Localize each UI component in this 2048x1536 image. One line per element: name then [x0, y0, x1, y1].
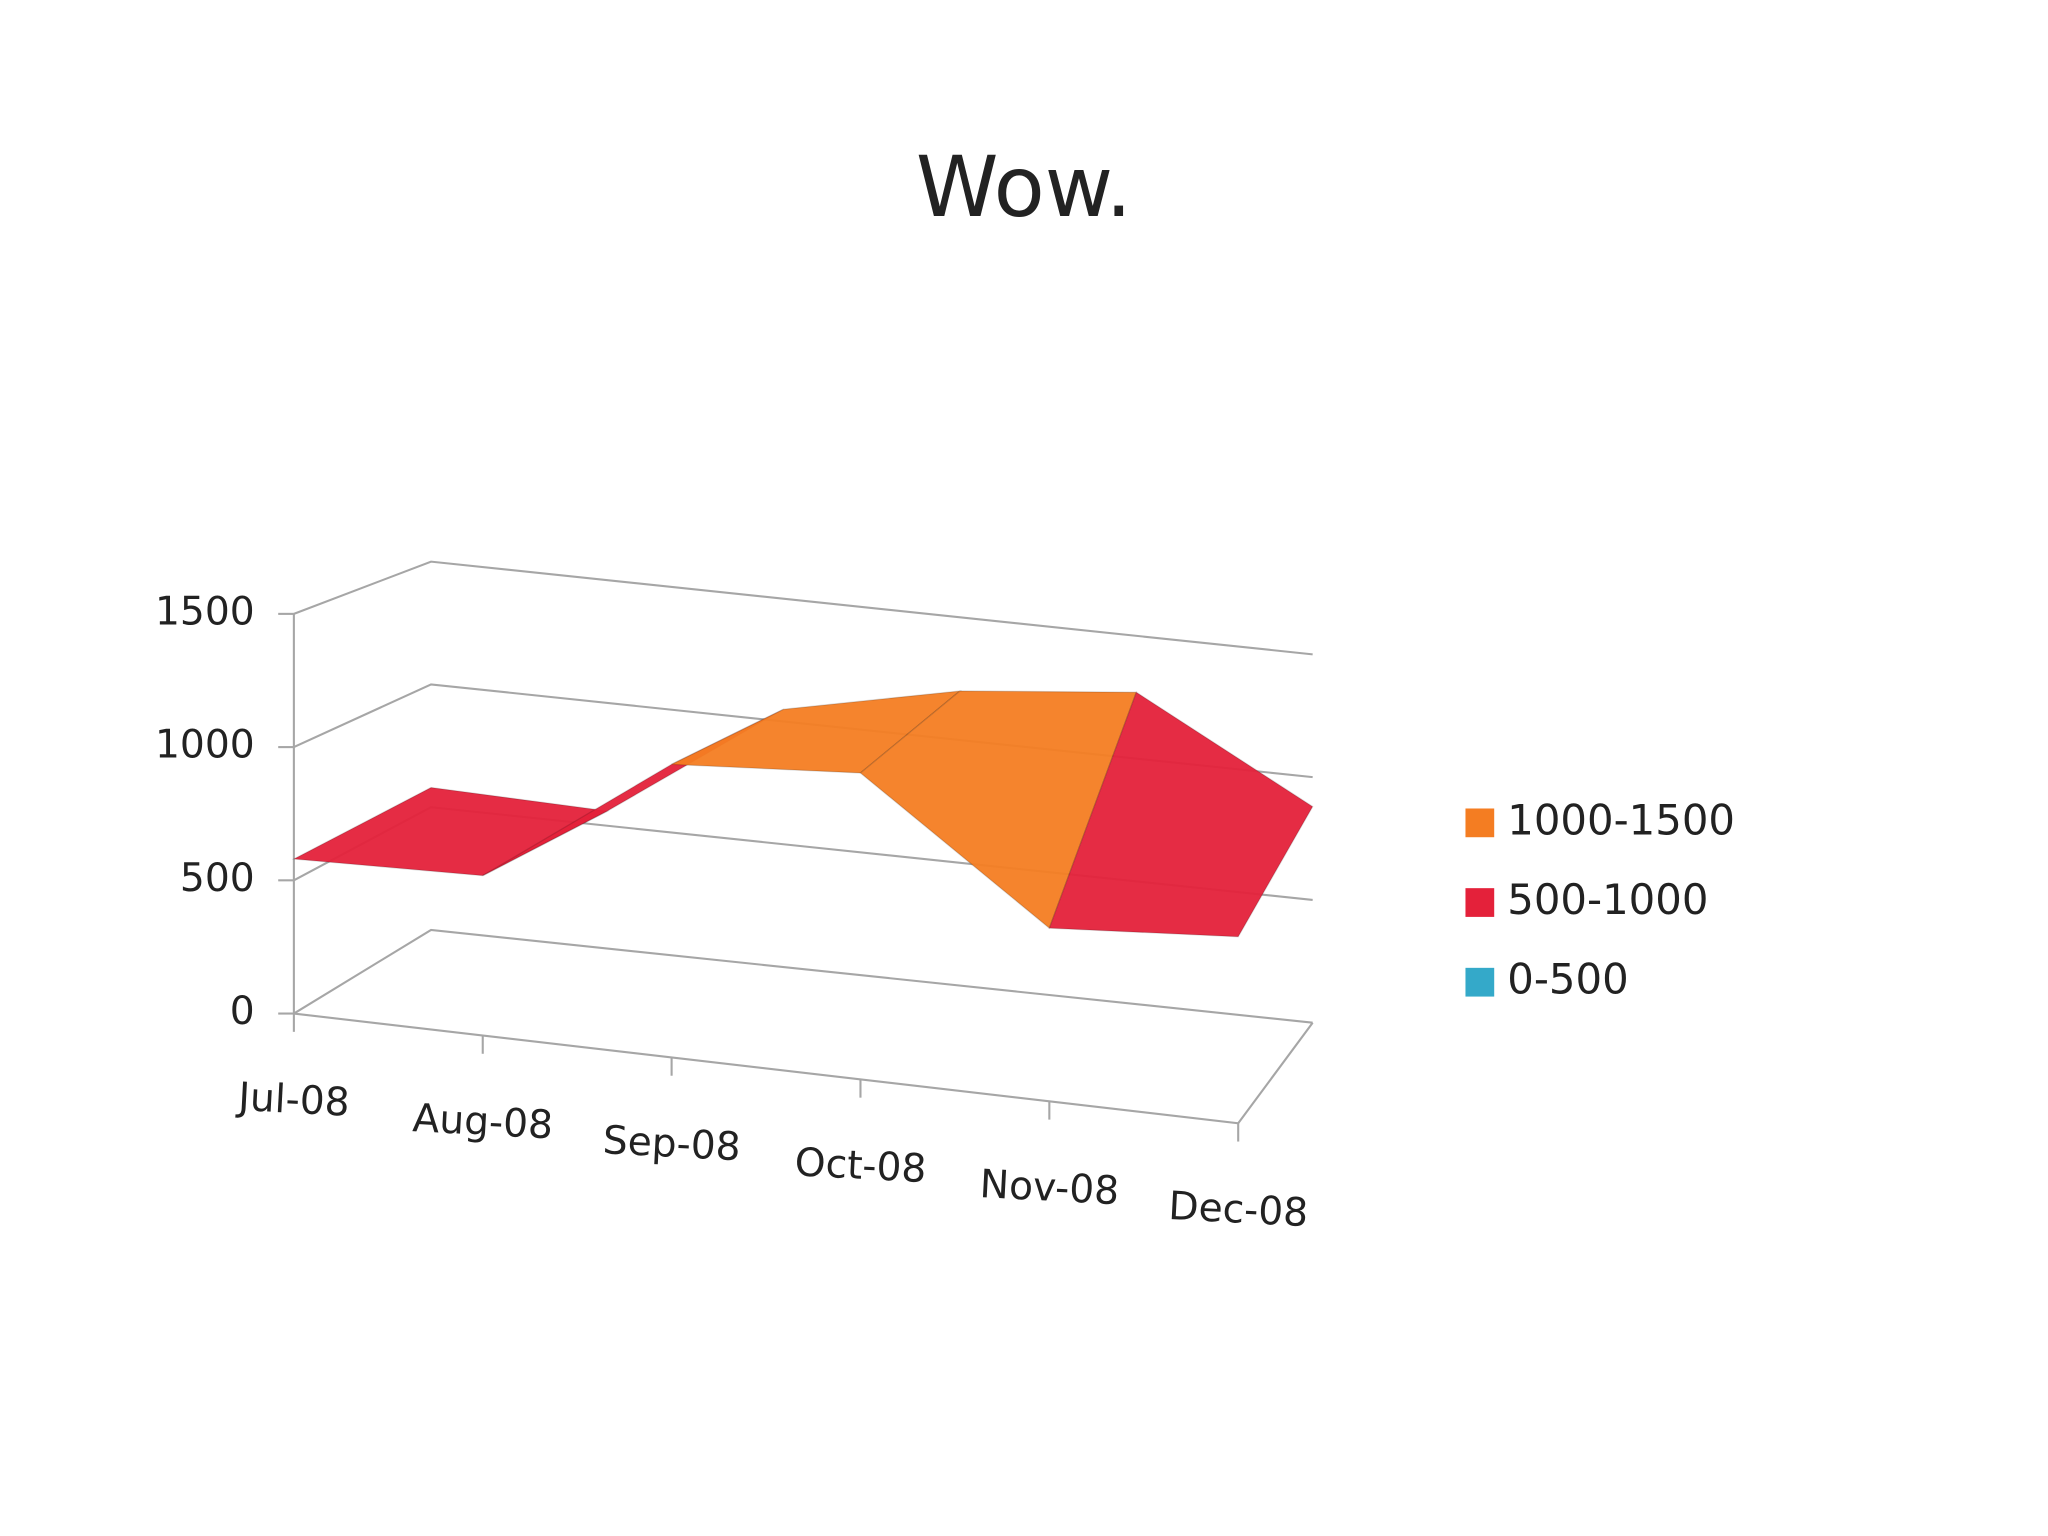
legend-swatch: [1465, 967, 1495, 997]
y-tick-label: 1000: [155, 723, 255, 768]
y-tick-label: 0: [230, 989, 255, 1034]
x-tick-label: Oct-08: [794, 1140, 928, 1192]
surface-cell: [1048, 691, 1314, 938]
y-tick-label: 1500: [155, 589, 255, 634]
legend-swatch: [1465, 888, 1495, 917]
x-tick-label: Aug-08: [412, 1096, 555, 1148]
x-tick-label: Sep-08: [602, 1118, 742, 1170]
x-tick-label: Dec-08: [1167, 1184, 1309, 1236]
chart-title: Wow.: [916, 138, 1132, 236]
x-tick-label: Nov-08: [979, 1162, 1121, 1214]
grid-line: [293, 928, 1313, 1024]
floor-edge: [293, 1012, 1314, 1125]
grid-line: [293, 560, 1313, 656]
legend-label: 500-1000: [1507, 875, 1708, 924]
legend-swatch: [1465, 808, 1495, 838]
y-tick-label: 500: [180, 856, 255, 901]
x-tick-label: Jul-08: [234, 1075, 350, 1126]
legend-label: 1000-1500: [1507, 795, 1735, 844]
legend-label: 0-500: [1507, 955, 1628, 1004]
